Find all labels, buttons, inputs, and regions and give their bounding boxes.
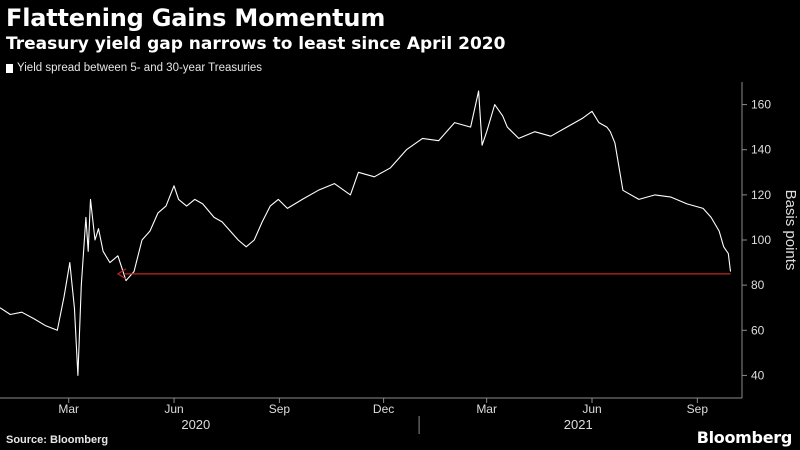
x-tick-label: Mar [476,402,497,416]
year-label-2020: 2020 [181,417,210,432]
legend-swatch [6,63,13,73]
y-tick-label: 60 [751,323,765,337]
x-tick-label: Jun [582,402,601,416]
y-tick-label: 160 [751,98,771,112]
chart-title: Flattening Gains Momentum [6,4,386,32]
bloomberg-logo: Bloomberg [696,428,793,447]
chart-subtitle: Treasury yield gap narrows to least sinc… [6,34,506,54]
y-tick-label: 120 [751,188,771,202]
x-tick-label: Jun [164,402,183,416]
y-tick-label: 40 [751,368,765,382]
year-label-2021: 2021 [564,417,593,432]
y-tick-label: 80 [751,278,765,292]
arrow-head [116,268,127,280]
legend-label: Yield spread between 5- and 30-year Trea… [17,62,263,74]
legend: Yield spread between 5- and 30-year Trea… [6,62,262,74]
x-tick-label: Dec [373,402,394,416]
source-note: Source: Bloomberg [6,434,109,446]
x-tick-label: Sep [687,402,709,416]
x-tick-label: Sep [269,402,291,416]
series-line [0,90,732,376]
y-tick-label: 140 [751,143,771,157]
x-tick-label: Mar [58,402,79,416]
y-axis-title: Basis points [782,190,799,271]
y-tick-label: 100 [751,233,771,247]
